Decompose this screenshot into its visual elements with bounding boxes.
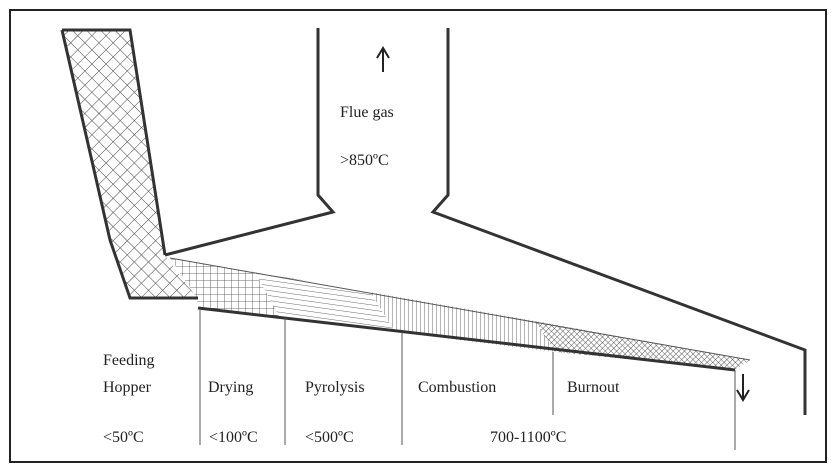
zone-temp: <500ºC	[305, 429, 354, 446]
down-arrow	[736, 374, 750, 402]
hopper-fill	[62, 30, 197, 298]
burnout-bed	[535, 321, 750, 370]
zone-temp: <100ºC	[209, 429, 258, 446]
zone-label: Burnout	[567, 379, 620, 396]
grate	[197, 306, 736, 372]
zone-label: Combustion	[418, 379, 496, 396]
furnace-wall	[430, 28, 807, 415]
pyrolysis-bed	[255, 272, 395, 332]
up-arrow	[376, 46, 390, 72]
combustion-bed	[370, 292, 555, 352]
zone-temp: <50ºC	[103, 429, 144, 446]
zone-temp: 700-1100ºC	[490, 429, 566, 446]
bed-top	[169, 257, 751, 361]
flue-gas-label: Flue gas	[340, 104, 394, 121]
frame	[9, 9, 827, 463]
zone-label: Pyrolysis	[305, 379, 365, 396]
zone-label: Feeding	[103, 352, 155, 369]
hopper-wall	[60, 29, 198, 300]
zone-separators	[199, 310, 736, 450]
zone-label: Hopper	[103, 379, 152, 396]
zone-label: Drying	[208, 379, 253, 396]
flue-temp: >850ºC	[340, 152, 389, 169]
furnace-wall	[164, 28, 336, 257]
hopper-wall	[62, 28, 167, 256]
